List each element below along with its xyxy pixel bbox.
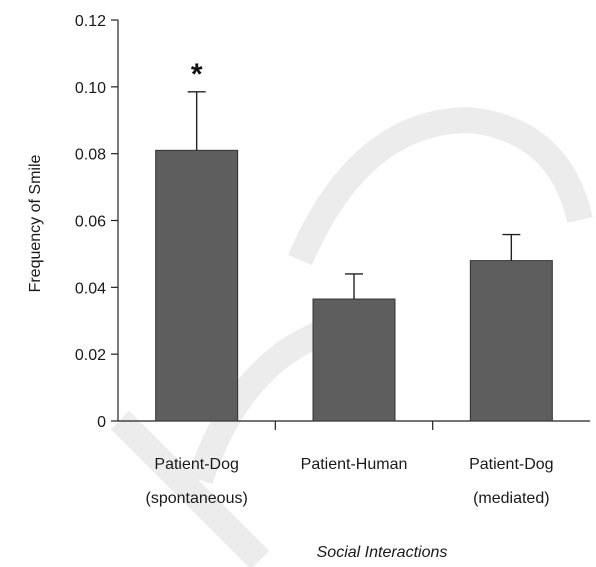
x-category-label: (spontaneous) xyxy=(146,490,248,507)
y-axis-title: Frequency of Smile xyxy=(27,154,44,292)
y-tick-label: 0.02 xyxy=(75,347,106,364)
labels: * Patient-Dog (spontaneous) Patient-Human Pa… xyxy=(27,58,554,561)
y-tick-label: 0.12 xyxy=(75,13,106,30)
y-tick-label: 0 xyxy=(97,414,106,431)
y-tick-label: 0.08 xyxy=(75,147,106,164)
x-category-label: Patient-Dog xyxy=(154,456,239,473)
x-category-label: Patient-Human xyxy=(301,456,408,473)
x-category-label: (mediated) xyxy=(473,490,549,507)
y-tick-label: 0.10 xyxy=(75,80,106,97)
x-axis-title: Social Interactions xyxy=(317,544,448,561)
y-tick-label: 0.06 xyxy=(75,214,106,231)
bar xyxy=(155,149,239,422)
bar xyxy=(312,298,396,422)
y-tick-label: 0.04 xyxy=(75,280,106,297)
bars xyxy=(155,91,553,422)
significance-marker: * xyxy=(191,58,203,91)
x-category-label: Patient-Dog xyxy=(469,456,554,473)
bar xyxy=(469,260,553,422)
